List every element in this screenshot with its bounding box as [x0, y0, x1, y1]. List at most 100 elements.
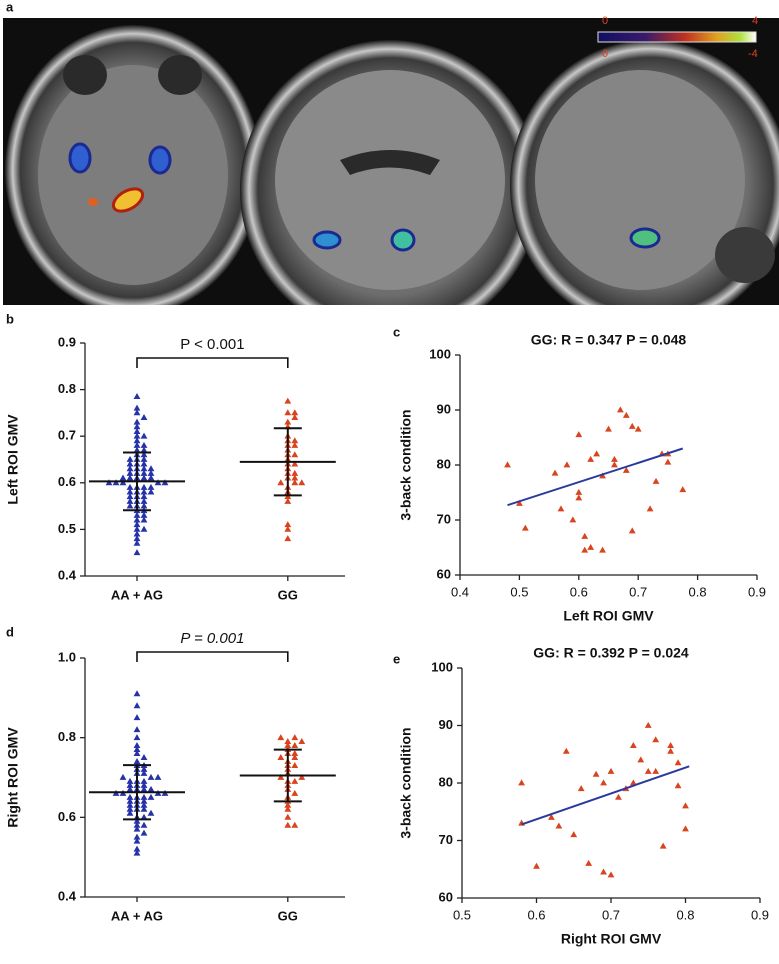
data-point	[126, 781, 134, 788]
data-point	[667, 742, 674, 749]
data-point	[133, 404, 141, 411]
regression-line	[507, 447, 684, 507]
data-point	[637, 756, 645, 763]
y-tick-label: 70	[439, 832, 453, 847]
data-point	[284, 409, 292, 416]
data-point	[133, 539, 141, 546]
data-point	[570, 831, 578, 838]
data-point	[298, 738, 306, 745]
x-tick-label: 0.6	[527, 907, 545, 922]
y-tick-label: 0.6	[58, 809, 76, 824]
data-point	[119, 773, 127, 780]
data-point	[140, 769, 148, 776]
data-point	[140, 753, 148, 760]
data-point	[291, 441, 299, 448]
data-point	[581, 532, 589, 539]
data-point	[605, 425, 612, 432]
data-point	[126, 805, 134, 812]
x-tick-label: 0.7	[629, 584, 647, 599]
data-point	[284, 535, 292, 542]
data-point	[140, 488, 148, 495]
data-point	[140, 451, 148, 458]
data-point	[140, 793, 148, 800]
data-point	[587, 455, 595, 462]
colorbar-label: 0	[602, 15, 608, 27]
data-point	[533, 862, 540, 869]
data-point	[516, 499, 523, 506]
data-point	[291, 479, 299, 486]
data-point	[674, 759, 682, 766]
data-point	[133, 516, 141, 523]
data-point	[600, 868, 607, 875]
data-point	[140, 765, 148, 772]
data-point	[291, 761, 299, 768]
data-point	[147, 474, 155, 481]
x-tick-label: 0.8	[676, 907, 694, 922]
data-point	[126, 488, 134, 495]
data-point	[133, 849, 141, 856]
data-point	[133, 535, 141, 542]
data-point	[284, 525, 292, 532]
x-tick-label: 0.4	[451, 584, 469, 599]
colorbar-label: -4	[748, 48, 758, 60]
data-point	[628, 527, 636, 534]
data-point	[126, 493, 134, 500]
x-tick-label: GG	[278, 908, 298, 923]
data-point	[569, 516, 577, 523]
regression-line	[521, 765, 690, 826]
data-point	[652, 767, 660, 774]
data-point	[147, 785, 155, 792]
data-point	[133, 432, 141, 439]
y-axis-label: 3-back condition	[398, 409, 414, 520]
x-axis-label: Right ROI GMV	[561, 931, 662, 947]
y-tick-label: 0.7	[58, 428, 76, 443]
data-point	[126, 483, 134, 490]
y-tick-label: 0.4	[58, 888, 77, 903]
data-point	[133, 837, 141, 844]
y-tick-label: 0.4	[58, 567, 77, 582]
data-point	[133, 446, 141, 453]
data-point	[147, 469, 155, 476]
data-point	[577, 785, 585, 792]
data-point	[126, 785, 134, 792]
x-tick-label: 0.5	[510, 584, 528, 599]
data-point	[652, 736, 660, 743]
x-tick-label: AA + AG	[111, 587, 163, 602]
data-point	[133, 437, 141, 444]
y-tick-label: 100	[431, 659, 453, 674]
x-tick-label: 0.6	[570, 584, 588, 599]
data-point	[298, 773, 306, 780]
y-tick-label: 90	[439, 717, 453, 732]
data-point	[140, 821, 148, 828]
y-tick-label: 90	[437, 401, 451, 416]
data-point	[140, 511, 148, 518]
data-point	[133, 825, 141, 832]
data-point	[126, 497, 134, 504]
chart-title: GG: R = 0.347 P = 0.048	[531, 332, 687, 348]
data-point	[140, 805, 148, 812]
y-tick-label: 60	[439, 889, 453, 904]
data-point	[284, 801, 292, 808]
data-point	[126, 460, 134, 467]
data-point	[277, 734, 285, 741]
data-point	[682, 825, 689, 832]
data-point	[291, 821, 299, 828]
significance-label: P < 0.001	[180, 336, 244, 353]
data-point	[133, 549, 141, 556]
data-point	[133, 734, 141, 741]
data-point	[147, 465, 155, 472]
data-point	[518, 779, 525, 786]
data-point	[133, 427, 141, 434]
data-point	[504, 461, 511, 468]
data-point	[140, 829, 148, 836]
data-point	[644, 767, 652, 774]
x-tick-label: AA + AG	[111, 908, 163, 923]
data-point	[140, 781, 148, 788]
colorbar-label: 0	[602, 48, 608, 60]
data-point	[126, 465, 134, 472]
chart-title: GG: R = 0.392 P = 0.024	[533, 645, 689, 661]
x-tick-label: 0.8	[689, 584, 707, 599]
data-point	[147, 809, 155, 816]
y-axis-label: 3-back condition	[398, 727, 414, 838]
